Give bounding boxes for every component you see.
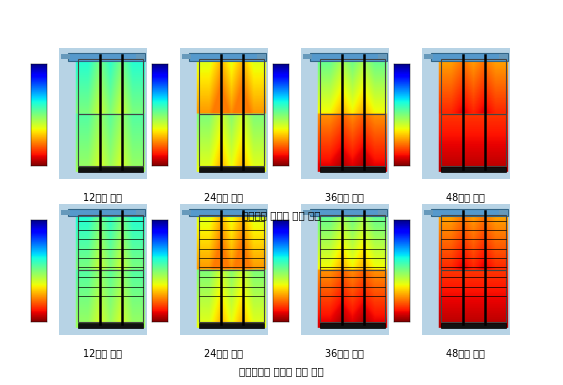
- Text: 12시간 가열: 12시간 가열: [83, 192, 122, 203]
- Bar: [320, 323, 385, 328]
- Bar: [182, 210, 191, 215]
- Bar: [68, 54, 145, 60]
- Bar: [189, 209, 266, 216]
- Bar: [499, 210, 508, 215]
- Bar: [441, 114, 506, 166]
- Bar: [257, 54, 266, 59]
- Text: 24시간 가열: 24시간 가열: [204, 192, 243, 203]
- Bar: [303, 210, 312, 215]
- Bar: [199, 59, 264, 114]
- Text: 36시간 가열: 36시간 가열: [325, 192, 364, 203]
- Bar: [136, 54, 145, 59]
- Bar: [199, 323, 264, 328]
- Bar: [310, 54, 387, 60]
- Bar: [499, 54, 508, 59]
- Bar: [431, 209, 508, 216]
- Text: 24시간 가열: 24시간 가열: [204, 348, 243, 358]
- Bar: [136, 210, 145, 215]
- Bar: [182, 54, 191, 59]
- Bar: [189, 54, 266, 60]
- Bar: [78, 214, 143, 270]
- Bar: [303, 54, 312, 59]
- Bar: [320, 270, 385, 322]
- Bar: [199, 214, 264, 270]
- Bar: [320, 114, 385, 166]
- Bar: [61, 210, 70, 215]
- Text: 36시간 가열: 36시간 가열: [325, 348, 364, 358]
- Bar: [431, 54, 508, 60]
- Bar: [320, 214, 385, 270]
- Bar: [320, 167, 385, 172]
- Bar: [441, 323, 506, 328]
- Bar: [378, 210, 387, 215]
- Bar: [68, 209, 145, 216]
- Bar: [78, 59, 143, 114]
- Bar: [199, 167, 264, 172]
- Bar: [310, 209, 387, 216]
- Bar: [378, 54, 387, 59]
- Bar: [441, 270, 506, 322]
- Text: 48시간 가열: 48시간 가열: [446, 348, 485, 358]
- Bar: [424, 210, 433, 215]
- Bar: [424, 54, 433, 59]
- Bar: [441, 167, 506, 172]
- Bar: [320, 59, 385, 114]
- Bar: [257, 210, 266, 215]
- Text: 12시간 가열: 12시간 가열: [83, 348, 122, 358]
- Bar: [78, 114, 143, 166]
- Bar: [199, 270, 264, 322]
- Bar: [78, 270, 143, 322]
- Text: 예전장치 반응기 가열 거동: 예전장치 반응기 가열 거동: [242, 211, 321, 221]
- Bar: [61, 54, 70, 59]
- Bar: [78, 323, 143, 328]
- Bar: [199, 114, 264, 166]
- Text: 48시간 가열: 48시간 가열: [446, 192, 485, 203]
- Bar: [78, 167, 143, 172]
- Text: 신개념장치 반응기 가열 거동: 신개념장치 반응기 가열 거동: [239, 367, 324, 377]
- Bar: [441, 214, 506, 270]
- Bar: [441, 59, 506, 114]
